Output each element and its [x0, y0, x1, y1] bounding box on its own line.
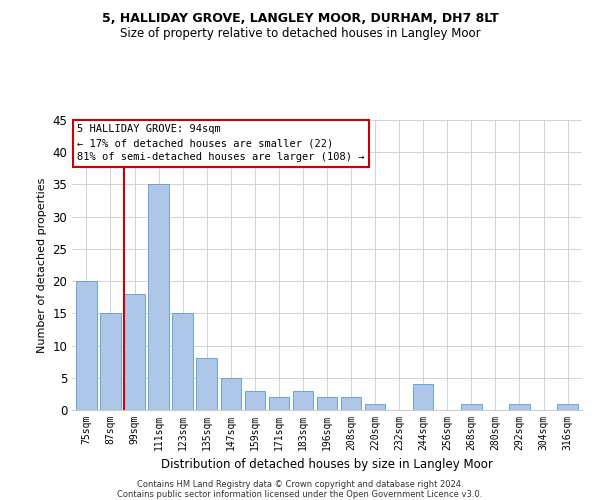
- Bar: [269, 397, 289, 410]
- Bar: [148, 184, 169, 410]
- Bar: [509, 404, 530, 410]
- Text: 5 HALLIDAY GROVE: 94sqm
← 17% of detached houses are smaller (22)
81% of semi-de: 5 HALLIDAY GROVE: 94sqm ← 17% of detache…: [77, 124, 365, 162]
- Bar: [461, 404, 482, 410]
- X-axis label: Distribution of detached houses by size in Langley Moor: Distribution of detached houses by size …: [161, 458, 493, 471]
- Bar: [245, 390, 265, 410]
- Bar: [341, 397, 361, 410]
- Y-axis label: Number of detached properties: Number of detached properties: [37, 178, 47, 352]
- Bar: [557, 404, 578, 410]
- Bar: [76, 281, 97, 410]
- Bar: [172, 314, 193, 410]
- Bar: [196, 358, 217, 410]
- Bar: [317, 397, 337, 410]
- Text: 5, HALLIDAY GROVE, LANGLEY MOOR, DURHAM, DH7 8LT: 5, HALLIDAY GROVE, LANGLEY MOOR, DURHAM,…: [101, 12, 499, 26]
- Text: Contains HM Land Registry data © Crown copyright and database right 2024.: Contains HM Land Registry data © Crown c…: [137, 480, 463, 489]
- Bar: [100, 314, 121, 410]
- Bar: [413, 384, 433, 410]
- Bar: [293, 390, 313, 410]
- Bar: [365, 404, 385, 410]
- Text: Size of property relative to detached houses in Langley Moor: Size of property relative to detached ho…: [119, 28, 481, 40]
- Bar: [124, 294, 145, 410]
- Text: Contains public sector information licensed under the Open Government Licence v3: Contains public sector information licen…: [118, 490, 482, 499]
- Bar: [221, 378, 241, 410]
